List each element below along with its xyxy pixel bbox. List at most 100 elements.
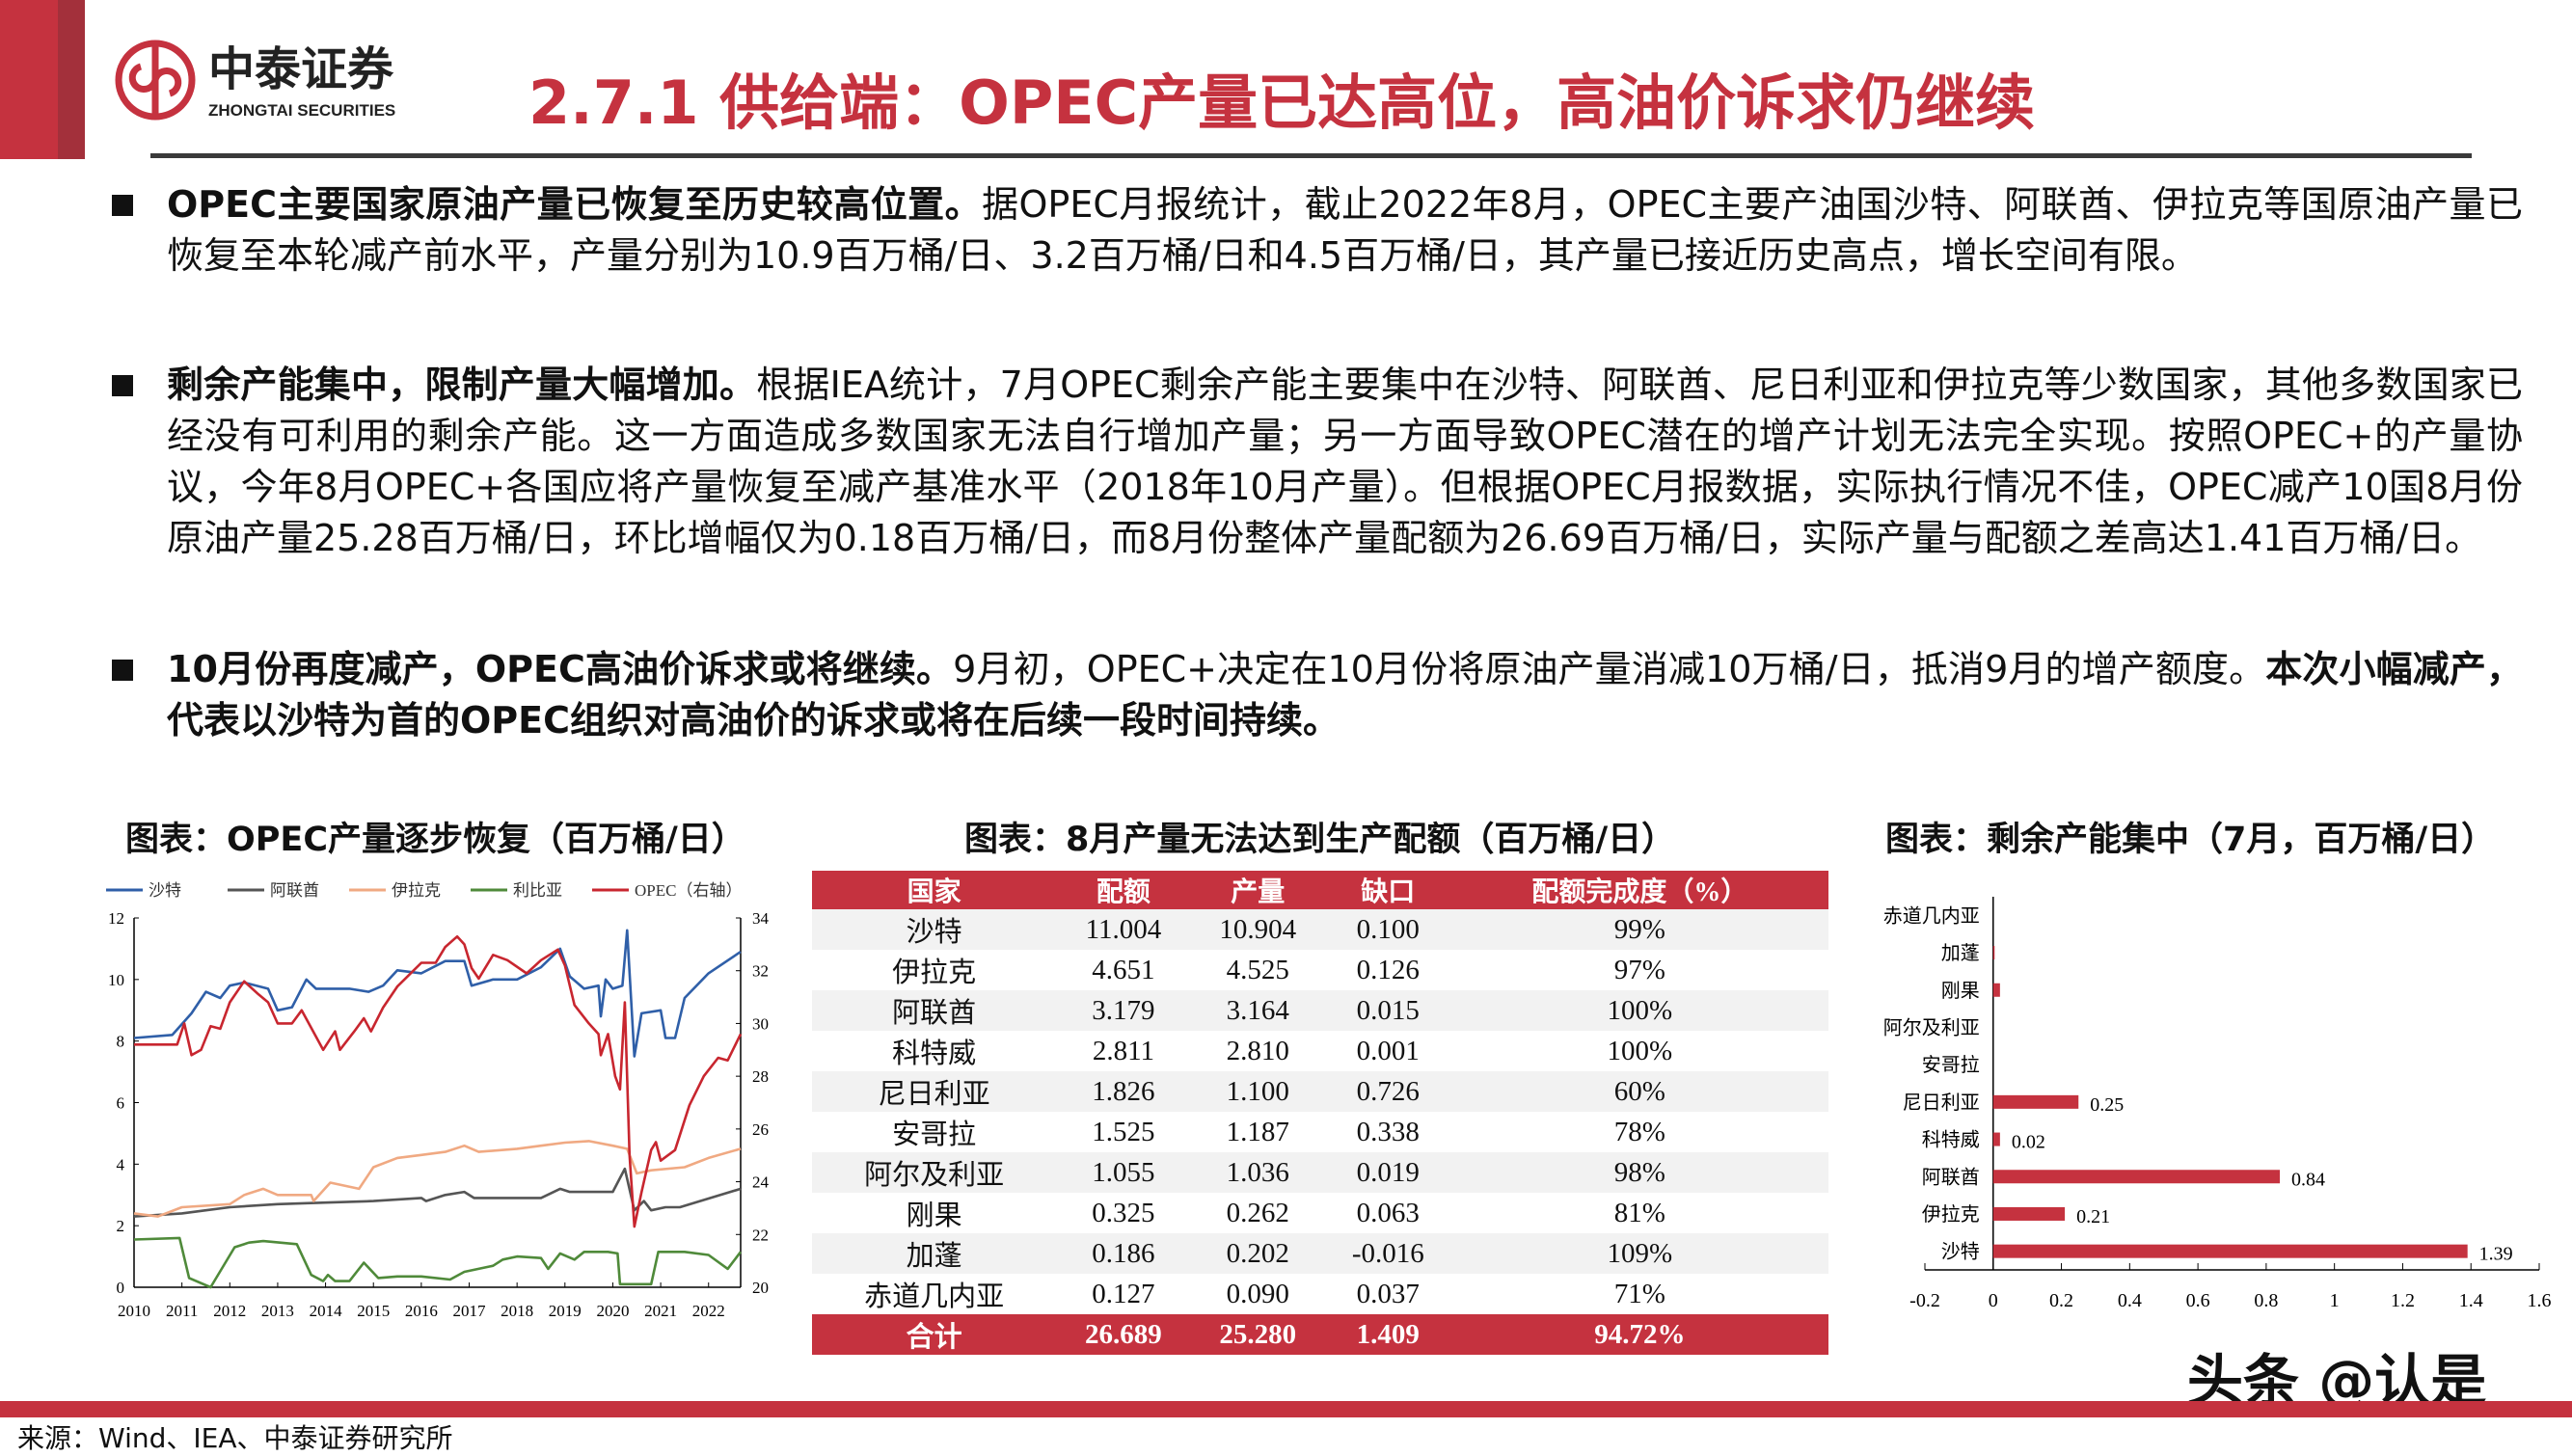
table-cell: 60% [1450,1071,1828,1112]
x-tick-label: 2013 [261,1302,294,1320]
y2-tick-label: 20 [752,1279,769,1297]
svg-text:中泰证券: 中泰证券 [208,42,394,96]
bar-刚果 [1992,983,2000,997]
table-row: 赤道几内亚 0.127 0.090 0.037 71% [812,1274,1828,1314]
table-cell: 1.055 [1056,1152,1191,1193]
table-cell: 伊拉克 [892,957,977,988]
opec-production-line-chart: 沙特 阿联酋 伊拉克 利比亚 OPEC（右轴）024681012202224262830… [106,881,770,1320]
y-tick-label: 10 [108,971,124,989]
bar-尼日利亚 [1992,1094,2079,1109]
column-header: 产量 [1190,871,1325,909]
category-label: 阿尔及利亚 [1883,1016,1980,1038]
logo-emblem-icon [115,40,196,121]
category-label: 伊拉克 [1922,1203,1980,1226]
category-label: 赤道几内亚 [1883,904,1980,927]
bar-科特威 [1992,1132,2000,1146]
table-cell: 0.001 [1356,1035,1420,1066]
y2-tick-label: 30 [752,1014,769,1033]
title-divider [150,153,2472,158]
table-cell: 0.186 [1056,1233,1191,1274]
table-cell: 0.262 [1226,1197,1289,1228]
table-cell: 11.004 [1056,909,1191,950]
table-cell: 97% [1613,954,1665,985]
header-red-bar [0,0,58,159]
table-cell: 25.280 [1190,1314,1325,1355]
table-row: 安哥拉 1.525 1.187 0.338 78% [812,1112,1828,1152]
spare-capacity-bar-chart: -0.2 0 0.2 0.4 0.6 0.8 1 1.2 1.4 1.6 赤道几内亚加蓬刚果阿尔及利… [1883,897,2552,1311]
x-tick-label: 0.8 [2254,1290,2278,1311]
table-row: 阿尔及利亚 1.055 1.036 0.019 98% [812,1152,1828,1193]
table-cell: 阿联酋 [812,990,1057,1031]
legend-label: 沙特 [149,881,181,900]
x-tick-label: 0.2 [2049,1290,2073,1311]
category-label: 沙特 [1941,1241,1980,1263]
x-tick-label: 2015 [357,1302,390,1320]
table-cell: 100% [1450,990,1828,1031]
table-cell: 1.100 [1190,1071,1325,1112]
series-line-伊拉克 [133,1140,742,1218]
table-header-row: 国家 配额 产量 缺口 配额完成度（%） [812,871,1828,909]
table-cell: 71% [1613,1278,1665,1309]
table-cell: 加蓬 [812,1233,1057,1274]
x-tick-label: 2011 [166,1302,198,1320]
column-header: 缺口 [1324,871,1451,909]
table-cell: 尼日利亚 [812,1071,1057,1112]
table-cell: 1.525 [1092,1116,1155,1147]
table-cell: 0.338 [1356,1116,1420,1147]
bullet-lead: 剩余产能集中，限制产量大幅增加。 [167,364,757,406]
x-tick-label: 1 [2330,1290,2340,1311]
bullet-lead: 10月份再度减产，OPEC高油价诉求或将继续。 [167,648,954,690]
category-label: 加蓬 [1941,942,1980,964]
bar-value-label: 0.21 [2076,1206,2110,1227]
x-tick-label: 0.4 [2118,1290,2142,1311]
table-cell: 109% [1450,1233,1828,1274]
bar-伊拉克 [1992,1206,2066,1221]
table-cell: 刚果 [906,1200,962,1231]
table-row: 阿联酋 3.179 3.164 0.015 100% [812,990,1828,1031]
category-label: 科特威 [1922,1129,1980,1151]
bar-阿联酋 [1992,1170,2281,1184]
table-cell: 沙特 [812,909,1057,950]
svg-text:ZHONGTAI SECURITIES: ZHONGTAI SECURITIES [208,101,395,120]
table-cell: 安哥拉 [892,1119,977,1150]
table-cell: 0.019 [1324,1152,1451,1193]
table-cell: 0.090 [1226,1278,1289,1309]
table-cell: 0.325 [1092,1197,1155,1228]
bullet-body: 9月初，OPEC+决定在10月份将原油产量消减10万桶/日，抵消9月的增产额度。 [953,648,2266,690]
table-cell: 4.651 [1092,954,1155,985]
bullet-lead: OPEC主要国家原油产量已恢复至历史较高位置。 [167,183,983,226]
table-cell: 赤道几内亚 [864,1281,1005,1312]
table-cell: 78% [1613,1116,1665,1147]
x-tick-label: 2012 [213,1302,246,1320]
table-cell: 94.72% [1450,1314,1828,1355]
table-row: 沙特 11.004 10.904 0.100 99% [812,909,1828,950]
table-cell: 1.187 [1226,1116,1289,1147]
y2-tick-label: 28 [752,1067,769,1086]
table-row: 加蓬 0.186 0.202 -0.016 109% [812,1233,1828,1274]
y2-tick-label: 32 [752,962,769,981]
quota-table: 国家 配额 产量 缺口 配额完成度（%） 沙特 11.004 10.904 0.100 99% 伊… [812,871,1828,1355]
category-label: 阿联酋 [1922,1166,1980,1188]
bullet-body: 根据IEA统计，7月OPEC剩余产能主要集中在沙特、阿联酋、尼日利亚和伊拉克等少… [167,364,2523,559]
legend-label: OPEC（右轴） [635,881,742,900]
table-cell: 0.037 [1356,1278,1420,1309]
category-label: 刚果 [1941,980,1980,1002]
brand-logo: 中泰证券 ZHONGTAI SECURITIES [114,35,461,126]
legend-label: 伊拉克 [392,881,441,900]
bar-value-label: 0.84 [2291,1169,2325,1190]
table-cell: 26.689 [1056,1314,1191,1355]
table-row: 尼日利亚 1.826 1.100 0.726 60% [812,1071,1828,1112]
chart-title-opec-production: 图表：OPEC产量逐步恢复（百万桶/日） [125,821,745,859]
bar-沙特 [1992,1244,2468,1258]
table-cell: 0.202 [1190,1233,1325,1274]
table-cell: 99% [1450,909,1828,950]
table-cell: 0.127 [1092,1278,1155,1309]
legend-label: 利比亚 [513,881,562,900]
table-cell: 合计 [812,1314,1057,1355]
table-row: 刚果 0.325 0.262 0.063 81% [812,1193,1828,1233]
footer-red-bar [0,1401,2572,1417]
series-line-OPEC（右轴） [134,934,743,1228]
series-line-阿联酋 [133,1167,742,1218]
y-tick-label: 2 [117,1217,125,1235]
x-tick-label: 2019 [549,1302,582,1320]
